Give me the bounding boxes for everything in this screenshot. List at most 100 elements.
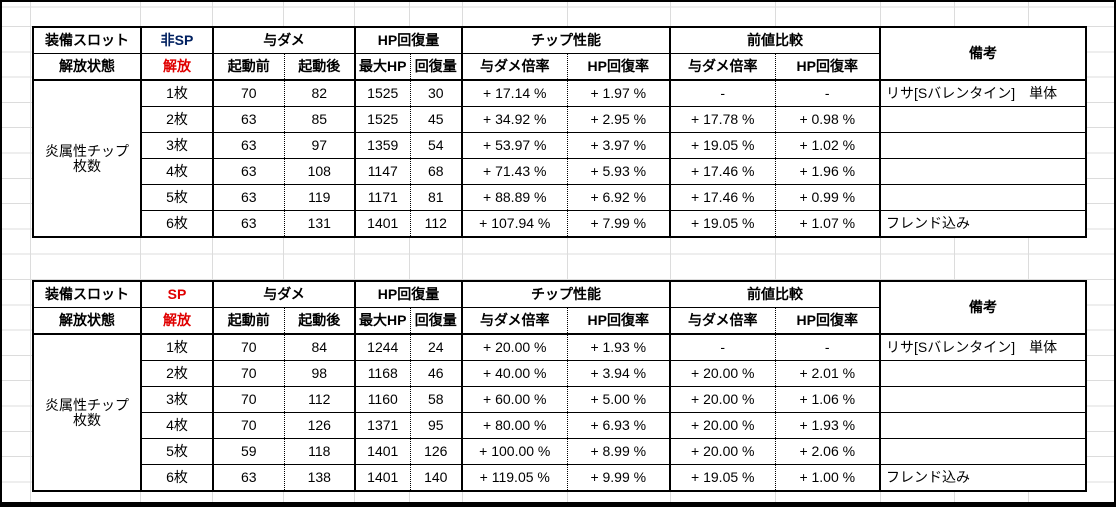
cell-remark[interactable] [879,360,1087,387]
cell-before[interactable]: 63 [212,158,284,185]
cell-remark[interactable] [879,158,1087,185]
cell-chip-hp-rate[interactable]: + 1.93 % [566,333,671,361]
header-release[interactable]: 解放 [140,53,213,81]
cell-before[interactable]: 63 [212,184,284,211]
cell-count[interactable]: 6枚 [140,210,213,237]
header-hp-group[interactable]: HP回復量 [353,26,463,54]
cell-maxhp[interactable]: 1401 [354,464,410,491]
cell-after[interactable]: 82 [283,79,355,107]
header-damage-group[interactable]: 与ダメ [212,280,355,308]
cell-recover[interactable]: 45 [409,106,463,133]
header-before[interactable]: 起動前 [212,307,284,335]
cell-before[interactable]: 63 [212,464,284,491]
cell-before[interactable]: 70 [212,333,284,361]
cell-count[interactable]: 1枚 [140,79,213,107]
cell-chip-hp-rate[interactable]: + 5.00 % [566,386,671,413]
cell-compare-damage-rate[interactable]: + 17.46 % [669,158,776,185]
header-slot[interactable]: 装備スロット [33,280,141,308]
cell-maxhp[interactable]: 1147 [354,158,410,185]
cell-chip-hp-rate[interactable]: + 6.92 % [566,184,671,211]
cell-after[interactable]: 126 [283,412,355,439]
cell-chip-hp-rate[interactable]: + 1.97 % [566,79,671,107]
cell-chip-hp-rate[interactable]: + 8.99 % [566,438,671,465]
cell-maxhp[interactable]: 1401 [354,438,410,465]
cell-recover[interactable]: 81 [409,184,463,211]
cell-chip-damage-rate[interactable]: + 17.14 % [461,79,568,107]
cell-compare-damage-rate[interactable]: + 20.00 % [669,360,776,387]
cell-remark[interactable] [879,386,1087,413]
cell-chip-damage-rate[interactable]: + 119.05 % [461,464,568,491]
cell-chip-damage-rate[interactable]: + 88.89 % [461,184,568,211]
cell-maxhp[interactable]: 1525 [354,106,410,133]
header-chip-hp-rate[interactable]: HP回復率 [566,307,671,335]
header-after[interactable]: 起動後 [283,307,355,335]
cell-count[interactable]: 5枚 [140,438,213,465]
cell-compare-hp-rate[interactable]: + 1.07 % [774,210,881,237]
cell-compare-hp-rate[interactable]: + 0.99 % [774,184,881,211]
cell-compare-hp-rate[interactable]: + 1.96 % [774,158,881,185]
header-sp-type[interactable]: SP [140,280,213,308]
cell-chip-damage-rate[interactable]: + 40.00 % [461,360,568,387]
header-damage-group[interactable]: 与ダメ [212,26,355,54]
cell-remark[interactable]: フレンド込み [879,464,1087,491]
cell-maxhp[interactable]: 1168 [354,360,410,387]
cell-compare-hp-rate[interactable]: + 1.06 % [774,386,881,413]
cell-after[interactable]: 98 [283,360,355,387]
cell-compare-damage-rate[interactable]: + 19.05 % [669,210,776,237]
cell-compare-damage-rate[interactable]: + 19.05 % [669,464,776,491]
cell-count[interactable]: 4枚 [140,158,213,185]
cell-after[interactable]: 118 [283,438,355,465]
header-chip-damage-rate[interactable]: 与ダメ倍率 [461,53,568,81]
cell-maxhp[interactable]: 1160 [354,386,410,413]
cell-chip-damage-rate[interactable]: + 71.43 % [461,158,568,185]
cell-chip-damage-rate[interactable]: + 60.00 % [461,386,568,413]
cell-before[interactable]: 63 [212,132,284,159]
header-slot[interactable]: 装備スロット [33,26,141,54]
cell-count[interactable]: 2枚 [140,106,213,133]
cell-recover[interactable]: 95 [409,412,463,439]
cell-chip-damage-rate[interactable]: + 107.94 % [461,210,568,237]
header-hp-group[interactable]: HP回復量 [353,280,463,308]
cell-after[interactable]: 138 [283,464,355,491]
cell-chip-hp-rate[interactable]: + 3.97 % [566,132,671,159]
cell-chip-hp-rate[interactable]: + 3.94 % [566,360,671,387]
cell-after[interactable]: 131 [283,210,355,237]
cell-compare-damage-rate[interactable]: + 17.78 % [669,106,776,133]
cell-recover[interactable]: 126 [409,438,463,465]
header-remarks[interactable]: 備考 [879,26,1087,81]
cell-maxhp[interactable]: 1371 [354,412,410,439]
header-compare-hp-rate[interactable]: HP回復率 [774,53,881,81]
cell-compare-hp-rate[interactable]: + 0.98 % [774,106,881,133]
cell-compare-hp-rate[interactable]: + 1.93 % [774,412,881,439]
cell-count[interactable]: 4枚 [140,412,213,439]
header-compare-group[interactable]: 前値比較 [669,26,881,54]
header-before[interactable]: 起動前 [212,53,284,81]
cell-maxhp[interactable]: 1401 [354,210,410,237]
cell-compare-hp-rate[interactable]: + 2.01 % [774,360,881,387]
cell-compare-hp-rate[interactable]: + 1.00 % [774,464,881,491]
header-state[interactable]: 解放状態 [33,307,141,335]
cell-compare-damage-rate[interactable]: - [669,79,776,107]
header-after[interactable]: 起動後 [283,53,355,81]
side-label-fire-chip-count[interactable]: 炎属性チップ 枚数 [33,333,141,491]
cell-chip-damage-rate[interactable]: + 20.00 % [461,333,568,361]
cell-chip-hp-rate[interactable]: + 2.95 % [566,106,671,133]
cell-after[interactable]: 85 [283,106,355,133]
cell-remark[interactable]: リサ[Sバレンタイン] 単体 [879,79,1087,107]
cell-before[interactable]: 70 [212,412,284,439]
cell-count[interactable]: 3枚 [140,132,213,159]
cell-chip-hp-rate[interactable]: + 5.93 % [566,158,671,185]
cell-before[interactable]: 70 [212,79,284,107]
cell-recover[interactable]: 24 [409,333,463,361]
cell-remark[interactable] [879,412,1087,439]
cell-remark[interactable]: フレンド込み [879,210,1087,237]
cell-recover[interactable]: 140 [409,464,463,491]
header-chip-damage-rate[interactable]: 与ダメ倍率 [461,307,568,335]
header-recover[interactable]: 回復量 [409,307,463,335]
cell-count[interactable]: 6枚 [140,464,213,491]
header-chip-group[interactable]: チップ性能 [461,26,671,54]
cell-recover[interactable]: 58 [409,386,463,413]
header-sp-type[interactable]: 非SP [140,26,213,54]
side-label-fire-chip-count[interactable]: 炎属性チップ 枚数 [33,79,141,237]
header-chip-hp-rate[interactable]: HP回復率 [566,53,671,81]
